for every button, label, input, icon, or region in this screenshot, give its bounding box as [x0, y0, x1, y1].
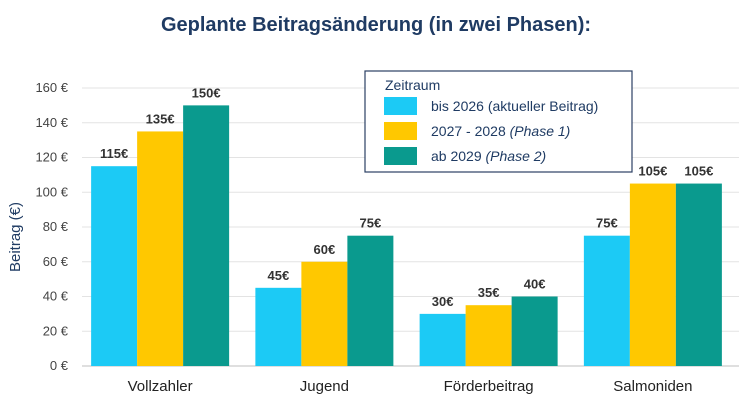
x-tick-label: Jugend	[300, 378, 349, 395]
x-tick-label: Salmoniden	[613, 378, 692, 395]
legend-label: 2027 - 2028	[431, 123, 510, 139]
data-label: 115€	[100, 146, 128, 161]
legend-swatch	[384, 122, 417, 140]
legend-swatch	[384, 97, 417, 115]
bar	[583, 235, 630, 366]
data-label: 30€	[432, 294, 454, 309]
legend-label-italic: (Phase 1)	[510, 123, 571, 139]
y-tick-label: 60 €	[43, 254, 69, 269]
bar	[255, 287, 302, 366]
y-tick-label: 0 €	[50, 358, 69, 373]
bar	[91, 166, 138, 366]
legend-label: bis 2026 (aktueller Beitrag)	[431, 98, 598, 114]
bar	[419, 313, 466, 366]
data-label: 60€	[314, 242, 336, 257]
y-tick-label: 140 €	[35, 115, 68, 130]
y-tick-label: 100 €	[35, 184, 68, 199]
data-label: 40€	[524, 277, 546, 292]
legend-entry: ab 2029 (Phase 2)	[431, 148, 546, 164]
data-label: 75€	[596, 216, 618, 231]
y-axis-label: Beitrag (€)	[7, 202, 24, 272]
bar	[347, 235, 394, 366]
bar	[629, 183, 676, 366]
bar	[183, 105, 230, 366]
data-label: 150€	[192, 85, 221, 100]
bars	[91, 105, 722, 366]
data-label: 135€	[146, 111, 175, 126]
y-axis-ticks: 0 € 20 € 40 € 60 € 80 € 100 € 120 € 140 € 160 €	[35, 80, 68, 373]
data-label: 75€	[360, 216, 382, 231]
data-labels: 115€ 135€ 150€ 45€ 60€ 75€ 30€ 35€ 40€ 75€ 105€ 105…	[100, 85, 713, 309]
y-tick-label: 80 €	[43, 219, 69, 234]
y-tick-label: 120 €	[35, 150, 68, 165]
legend-entry: bis 2026 (aktueller Beitrag)	[431, 98, 598, 114]
data-label: 35€	[478, 285, 500, 300]
y-tick-label: 40 €	[43, 289, 69, 304]
bar	[465, 305, 512, 366]
bar	[511, 296, 558, 366]
data-label: 105€	[684, 164, 713, 179]
legend-swatch	[384, 147, 417, 165]
data-label: 45€	[268, 268, 290, 283]
legend-label-italic: (Phase 2)	[486, 148, 547, 164]
x-tick-label: Förderbeitrag	[444, 378, 534, 395]
y-tick-label: 20 €	[43, 323, 69, 338]
y-tick-label: 160 €	[35, 80, 68, 95]
bar	[137, 131, 184, 366]
legend: Zeitraum bis 2026 (aktueller Beitrag) 202…	[364, 70, 633, 173]
bar	[301, 261, 348, 366]
chart-title: Geplante Beitragsänderung (in zwei Phase…	[161, 14, 591, 36]
data-label: 105€	[638, 164, 667, 179]
legend-title: Zeitraum	[385, 77, 440, 93]
x-tick-label: Vollzahler	[128, 378, 193, 395]
x-axis-ticks: Vollzahler Jugend Förderbeitrag Salmoniden	[128, 378, 693, 395]
legend-label: ab 2029	[431, 148, 486, 164]
bar	[675, 183, 722, 366]
legend-entry: 2027 - 2028 (Phase 1)	[431, 123, 570, 139]
